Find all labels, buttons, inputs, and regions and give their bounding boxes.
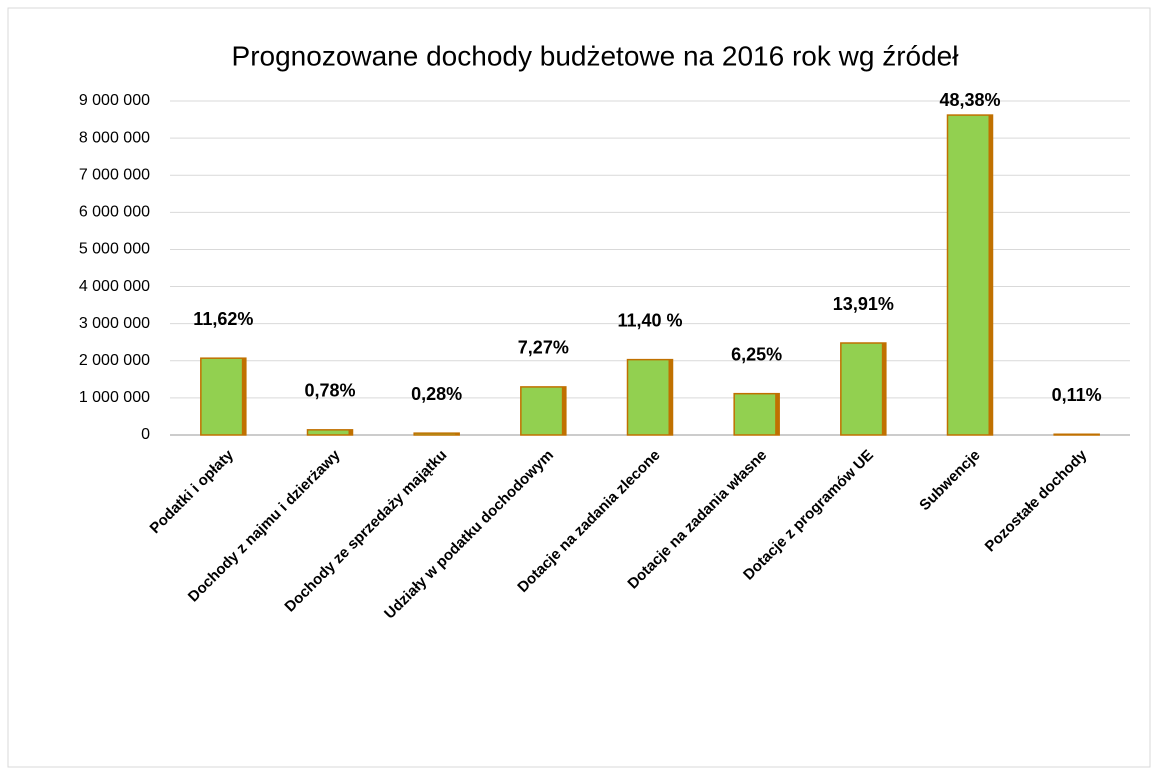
bar-side (561, 386, 566, 435)
bar (520, 386, 567, 436)
y-tick-label: 4 000 000 (79, 278, 150, 295)
y-tick-label: 3 000 000 (79, 315, 150, 332)
data-label: 13,91% (833, 294, 894, 314)
y-tick-label: 2 000 000 (79, 352, 150, 369)
data-label: 11,40 % (617, 310, 682, 330)
bar-side (775, 393, 780, 435)
data-label: 0,78% (304, 381, 355, 401)
bar (733, 392, 780, 436)
y-tick-label: 0 (141, 426, 150, 443)
bar-side (881, 343, 886, 435)
bar-side (241, 358, 246, 435)
bar (413, 432, 460, 436)
data-label: 11,62% (193, 309, 253, 329)
bar (626, 358, 674, 436)
bar (840, 342, 887, 436)
y-tick-label: 9 000 000 (79, 92, 150, 109)
bar-side (1095, 434, 1100, 435)
bar (1053, 433, 1100, 436)
bar (200, 357, 247, 436)
chart-title: Prognozowane dochody budżetowe na 2016 r… (232, 40, 960, 71)
data-label: 7,27% (518, 338, 569, 358)
data-label: 0,28% (411, 384, 462, 404)
bar-side (668, 359, 673, 435)
bar-side (348, 429, 353, 435)
data-label: 0,11% (1052, 385, 1102, 405)
y-tick-label: 7 000 000 (79, 166, 150, 183)
y-tick-label: 5 000 000 (79, 241, 150, 258)
bar-side (455, 433, 460, 435)
bar-side (988, 115, 993, 435)
data-label: 6,25% (731, 344, 782, 364)
y-tick-label: 8 000 000 (79, 129, 150, 146)
bar (306, 429, 354, 436)
y-tick-label: 6 000 000 (79, 204, 150, 221)
bar (946, 114, 994, 436)
y-tick-label: 1 000 000 (79, 389, 150, 406)
data-label: 48,38% (939, 90, 1000, 110)
